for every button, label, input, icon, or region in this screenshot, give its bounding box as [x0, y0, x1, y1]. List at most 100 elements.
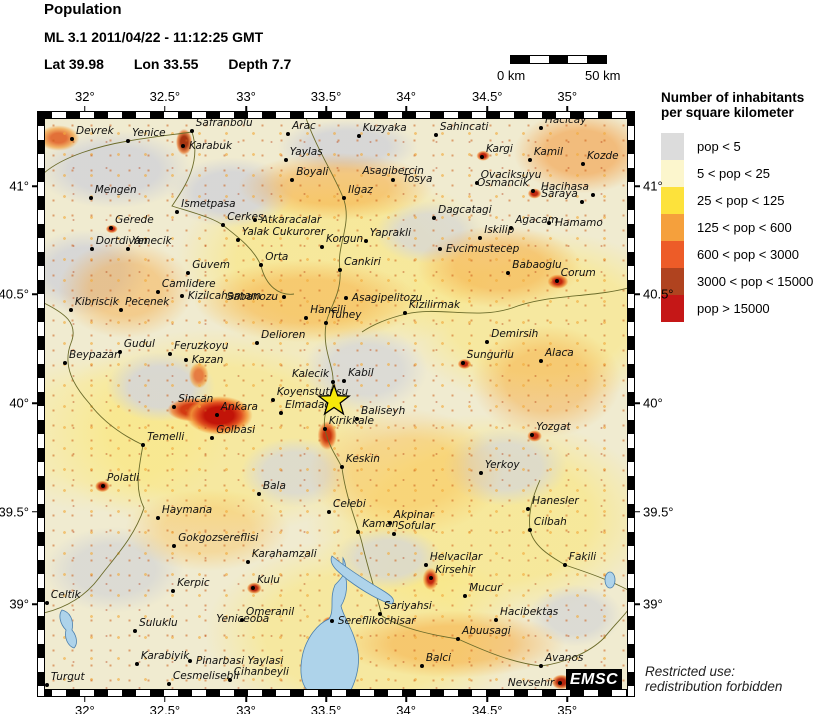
y-tick-mark: [635, 603, 640, 605]
city-dot: [221, 222, 226, 227]
city-label: Yalak Cukurorer: [241, 225, 326, 238]
city-label: Yaprakli: [369, 226, 411, 239]
x-axis-label-top: 33°: [236, 89, 256, 104]
city-label: Sincan: [178, 392, 214, 405]
city-label: Safranbolu: [195, 118, 253, 130]
x-axis-label-top: 34°: [396, 89, 416, 104]
city-label: Kamil: [533, 145, 563, 158]
city-label: Sariyahsi: [383, 599, 432, 612]
city-label: Asagipelitozu: [351, 292, 423, 305]
city-label: Beypazari: [69, 348, 122, 361]
city-dot: [530, 432, 535, 437]
city-label: Camlidere: [161, 277, 216, 290]
city-label: Kalecik: [291, 368, 330, 381]
legend-color-swatch: [661, 160, 684, 188]
y-axis-label-left: 41°: [9, 178, 29, 194]
city-label: Yenecik: [132, 234, 172, 247]
city-label: Kulu: [257, 574, 280, 587]
city-dot: [117, 349, 122, 354]
legend-color-swatch: [661, 214, 684, 242]
city-label: Kazan: [191, 353, 224, 366]
legend-label: pop > 15000: [697, 301, 770, 317]
city-dot: [214, 412, 219, 417]
city-label: Sungurlu: [466, 348, 514, 361]
city-label: Gerede: [115, 213, 154, 226]
x-tick-mark: [405, 106, 407, 111]
x-tick-mark: [325, 106, 327, 111]
city-dot: [44, 601, 49, 606]
x-axis-label-top: 35°: [557, 89, 578, 104]
city-dot: [554, 279, 559, 284]
y-tick-mark: [32, 293, 37, 295]
city-dot: [256, 491, 261, 496]
legend-label: 125 < pop < 600: [697, 220, 792, 236]
x-tick-mark: [486, 697, 488, 702]
city-label: Saraya: [541, 187, 578, 200]
scale-bar-segment: [587, 56, 606, 63]
legend-row: pop < 5: [661, 133, 819, 161]
city-dot: [558, 681, 563, 686]
city-label: Kizilirmak: [408, 299, 461, 312]
city-label: Cesmelisebil: [172, 669, 240, 682]
city-dot: [478, 471, 483, 476]
y-tick-mark: [635, 402, 640, 405]
city-label: Cerkes: [227, 210, 264, 223]
city-label: Kirikkale: [328, 415, 374, 428]
city-dot: [251, 586, 256, 591]
city-label: Iskilip: [484, 223, 515, 236]
city-label: Nevsehir: [507, 677, 555, 690]
city-dot: [474, 181, 479, 186]
city-dot: [252, 218, 257, 223]
city-label: Kargi: [486, 142, 513, 155]
city-dot: [423, 562, 428, 567]
city-dot: [188, 658, 192, 663]
x-axis-label-top: 33.5°: [310, 89, 342, 104]
city-dot: [279, 411, 284, 416]
city-label: Hancili: [310, 304, 346, 317]
city-dot: [419, 663, 424, 668]
legend-label: 3000 < pop < 15000: [697, 274, 814, 290]
city-dot: [270, 397, 275, 402]
city-label: Abuusagi: [462, 625, 511, 638]
city-dot: [324, 320, 329, 325]
city-dot: [342, 379, 347, 384]
legend-title-line2: per square kilometer: [661, 105, 794, 121]
city-dot: [172, 543, 177, 548]
city-label: Hanesler: [532, 495, 579, 508]
legend-label: 25 < pop < 125: [697, 193, 785, 209]
population-legend: Number of inhabitants per square kilomet…: [661, 90, 819, 323]
city-label: Delioren: [261, 328, 306, 341]
scale-bar-segment: [511, 56, 530, 63]
scale-bar-segment: [568, 56, 587, 63]
city-label: Devrek: [76, 125, 114, 138]
city-dot: [377, 611, 382, 616]
city-label: Ankara: [220, 400, 258, 413]
legend-title-line1: Number of inhabitants: [661, 90, 805, 105]
lake-tuz-golu: [300, 556, 359, 690]
y-axis-label-left: 39°: [9, 596, 29, 612]
city-dot: [88, 196, 93, 201]
x-tick-mark: [486, 106, 488, 111]
city-dot: [460, 360, 465, 365]
x-tick-mark: [566, 697, 568, 702]
y-tick-mark: [635, 185, 640, 187]
city-dot: [590, 193, 595, 198]
x-tick-mark: [84, 106, 86, 111]
city-label: Karahamzali: [251, 547, 317, 560]
legend-color-swatch: [661, 187, 684, 215]
city-label: Celebi: [332, 498, 366, 511]
city-label: Osmancik: [476, 177, 529, 190]
city-label: Gudul: [123, 337, 155, 350]
city-label: Arac: [292, 120, 316, 133]
x-axis-label-bottom: 32.5°: [149, 703, 181, 714]
lakes: [59, 555, 616, 690]
city-label: Dortdivan: [95, 234, 148, 247]
city-label: Ismetpasa: [181, 197, 236, 210]
legend-color-swatch: [661, 133, 684, 161]
legend-color-swatch: [661, 241, 684, 269]
city-dot: [63, 360, 68, 365]
city-label: Kaman: [362, 518, 399, 531]
y-axis-label-right: 39.5°: [643, 504, 674, 520]
x-tick-mark: [245, 697, 247, 702]
